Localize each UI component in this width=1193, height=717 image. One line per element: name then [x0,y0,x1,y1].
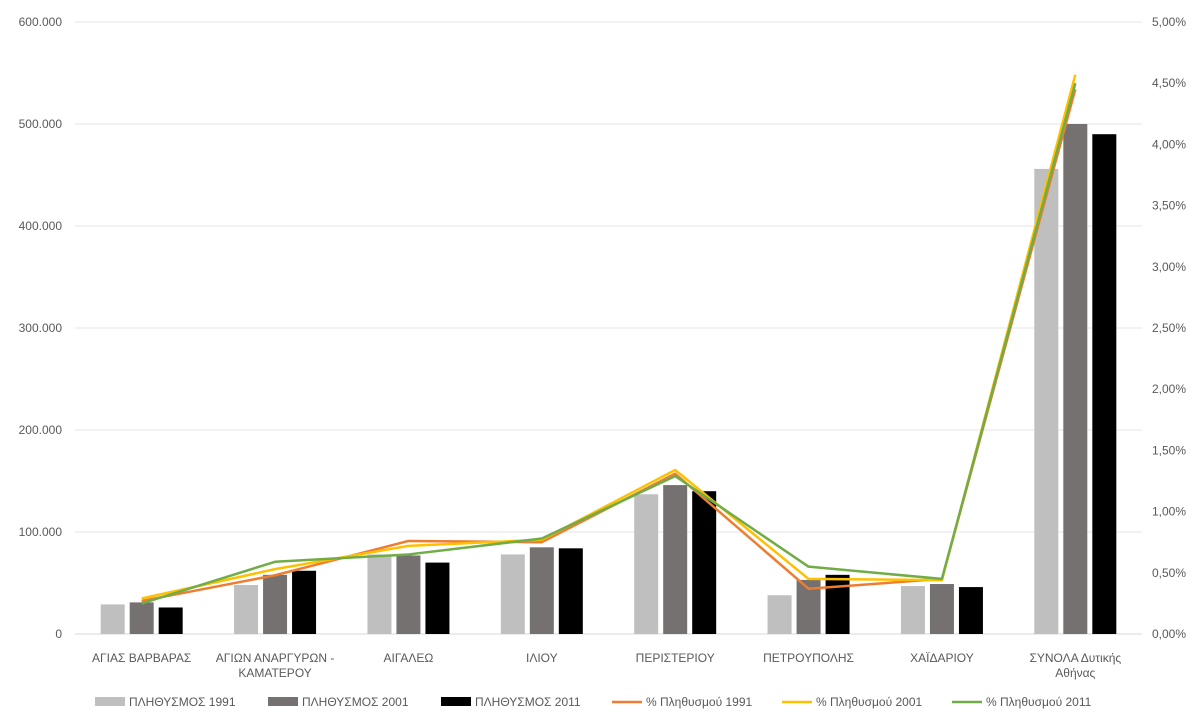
category-label: ΠΕΤΡΟΥΠΟΛΗΣ [763,651,854,665]
left-axis-tick-label: 400.000 [19,219,63,233]
bar [529,547,554,634]
bar [692,491,717,634]
series-line [141,82,1077,605]
left-axis-tick-label: 300.000 [19,321,63,335]
legend-label: ΠΛΗΘΥΣΜΟΣ 1991 [129,695,236,709]
category-label: ΧΑΪΔΑΡΙΟΥ [910,651,974,665]
bar [1063,124,1088,634]
bar [396,555,421,634]
right-axis-tick-label: 0,00% [1152,627,1186,641]
right-y-axis: 0,00% 0,50% 1,00% 1,50% 2,00% 2,50% 3,00% 3,50%… [1152,15,1186,641]
legend-swatch [95,697,125,706]
bar [129,602,154,634]
bar [500,554,525,634]
right-axis-tick-label: 3,50% [1152,199,1186,213]
bar [367,554,392,634]
right-axis-tick-label: 4,00% [1152,137,1186,151]
bar [425,562,450,634]
bar [767,595,792,634]
right-axis-tick-label: 5,00% [1152,15,1186,29]
bar [634,494,659,634]
x-axis: ΑΓΙΑΣ ΒΑΡΒΑΡΑΣ ΑΓΙΩΝ ΑΝΑΡΓΥΡΩΝ -ΚΑΜΑΤΕΡΟΥ… [92,651,1121,680]
category-label: ΣΥΝΟΛΑ Δυτικής [1029,651,1121,665]
bar [558,548,583,634]
bar [663,485,688,634]
line-series-group [141,74,1077,605]
left-axis-tick-label: 200.000 [19,423,63,437]
category-label: ΑΓΙΩΝ ΑΝΑΡΓΥΡΩΝ - [216,651,335,665]
right-axis-tick-label: 2,00% [1152,382,1186,396]
right-axis-tick-label: 3,00% [1152,260,1186,274]
legend-label: % Πληθυσμού 1991 [646,695,752,709]
bar-series-group [100,124,1117,634]
left-axis-tick-label: 600.000 [19,15,63,29]
bar [958,587,983,634]
gridlines [75,21,1142,635]
category-label: ΙΛΙΟΥ [526,651,558,665]
category-label: Αθήνας [1055,666,1095,680]
legend-label: % Πληθυσμού 2011 [986,695,1092,709]
bar [1092,134,1117,634]
bar [900,586,925,634]
bar [263,574,288,634]
right-axis-tick-label: 1,00% [1152,505,1186,519]
legend: ΠΛΗΘΥΣΜΟΣ 1991 ΠΛΗΘΥΣΜΟΣ 2001 ΠΛΗΘΥΣΜΟΣ 20… [95,695,1092,709]
left-axis-tick-label: 100.000 [19,525,63,539]
category-label: ΚΑΜΑΤΕΡΟΥ [238,666,311,680]
series-line [141,88,1077,603]
right-axis-tick-label: 4,50% [1152,76,1186,90]
left-y-axis: 0 100.000 200.000 300.000 400.000 500.000 600.… [19,15,63,641]
category-label: ΑΙΓΑΛΕΩ [384,651,434,665]
right-axis-tick-label: 1,50% [1152,443,1186,457]
right-axis-tick-label: 2,50% [1152,321,1186,335]
bar [234,585,259,634]
legend-swatch [441,697,471,706]
bar [292,570,317,634]
legend-label: ΠΛΗΘΥΣΜΟΣ 2001 [302,695,409,709]
legend-label: % Πληθυσμού 2001 [816,695,922,709]
bar [158,607,183,634]
series-line [141,74,1077,600]
bar [825,574,850,634]
bar [100,604,125,634]
bar [1034,168,1059,634]
legend-label: ΠΛΗΘΥΣΜΟΣ 2011 [475,695,581,709]
left-axis-tick-label: 0 [55,627,62,641]
right-axis-tick-label: 0,50% [1152,566,1186,580]
bar [929,584,954,634]
left-axis-tick-label: 500.000 [19,117,63,131]
category-label: ΑΓΙΑΣ ΒΑΡΒΑΡΑΣ [92,651,191,665]
category-label: ΠΕΡΙΣΤΕΡΙΟΥ [636,651,715,665]
legend-swatch [268,697,298,706]
